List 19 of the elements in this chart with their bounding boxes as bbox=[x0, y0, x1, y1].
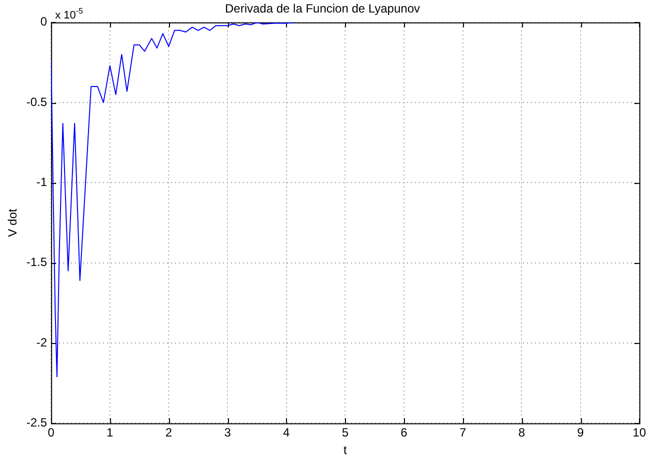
y-tick-label: -1.5 bbox=[26, 255, 48, 270]
x-tick-label: 7 bbox=[460, 426, 467, 440]
x-tick-label: 1 bbox=[106, 426, 114, 440]
y-axis-title: V dot bbox=[6, 208, 20, 237]
x-tick-label: 9 bbox=[577, 426, 584, 440]
y-tick-label: 0 bbox=[40, 14, 48, 29]
y-tick-label: -0.5 bbox=[26, 94, 48, 109]
chart-title: Derivada de la Funcion de Lyapunov bbox=[224, 2, 420, 16]
x-tick-label: 4 bbox=[283, 426, 290, 440]
y-tick-label: -2.5 bbox=[26, 416, 48, 430]
x-tick-label: 2 bbox=[165, 426, 172, 440]
x-tick-label: 8 bbox=[518, 426, 526, 440]
x-tick-label: 6 bbox=[400, 426, 408, 440]
y-tick-label: -2 bbox=[36, 335, 48, 350]
x-tick-label: 5 bbox=[342, 426, 349, 440]
y-tick-label: -1 bbox=[36, 175, 48, 190]
x-axis-title: t bbox=[344, 443, 348, 458]
x-tick-label: 3 bbox=[224, 426, 232, 440]
x-tick-label: 10 bbox=[632, 426, 646, 440]
